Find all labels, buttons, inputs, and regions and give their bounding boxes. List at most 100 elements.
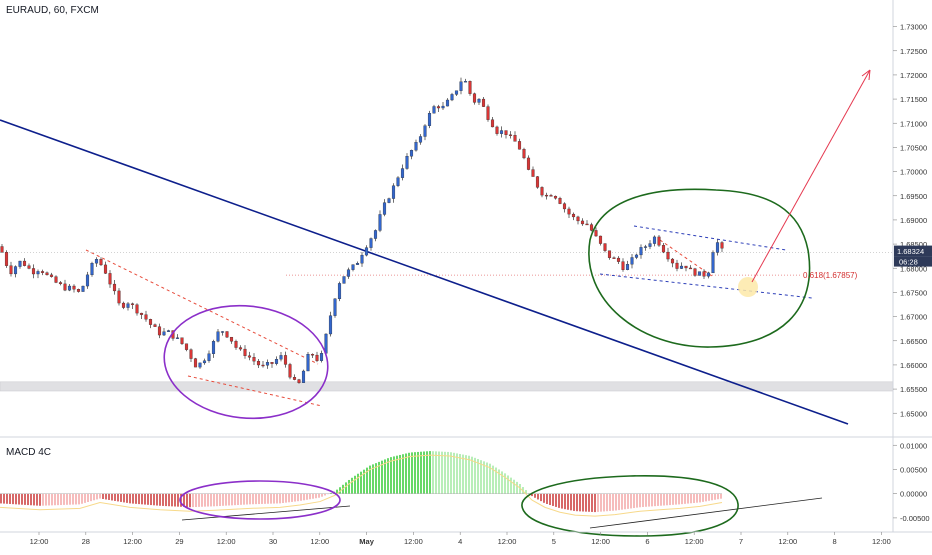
channel-inner-line <box>659 239 713 277</box>
target-highlight <box>738 277 758 297</box>
time-tick-label: 12:00 <box>404 537 423 546</box>
candle-body <box>211 341 216 354</box>
time-tick-label: 5 <box>552 537 556 546</box>
time-tick-label: 12:00 <box>498 537 517 546</box>
price-tick-label: 1.71500 <box>900 95 927 104</box>
candle-body <box>643 246 648 248</box>
macd-signal-line <box>0 454 723 517</box>
candle-body <box>450 94 454 101</box>
candle-body <box>567 208 571 215</box>
candle-body <box>162 331 166 336</box>
fib-label: 0.618(1.67857) <box>803 271 858 280</box>
price-tick-label: 1.72000 <box>900 71 927 80</box>
time-tick-label: 12:00 <box>310 537 329 546</box>
candle-body <box>247 355 252 358</box>
candle-body <box>13 266 18 275</box>
time-tick-label: 12:00 <box>685 537 704 546</box>
candle-body <box>594 230 598 237</box>
candle-body <box>4 252 9 266</box>
candle-body <box>432 106 436 114</box>
purple-ellipse-price <box>163 304 329 420</box>
price-tick-label: 1.70500 <box>900 143 927 152</box>
candle-body <box>85 274 90 287</box>
candle-body <box>711 252 715 274</box>
candle-body <box>279 355 283 360</box>
candle-body <box>657 236 661 246</box>
candle-body <box>639 247 643 256</box>
price-tick-label: 1.67500 <box>900 288 927 297</box>
candle-body <box>576 216 580 222</box>
candle-body <box>153 324 157 327</box>
candle-body <box>67 285 72 291</box>
candle-body <box>310 354 315 356</box>
candle-body <box>648 243 652 247</box>
candle-body <box>243 348 247 356</box>
candle-body <box>315 354 319 361</box>
candle-body <box>166 330 171 332</box>
candle-body <box>706 272 711 277</box>
candle-body <box>238 347 243 350</box>
candle-body <box>517 141 522 150</box>
macd-tick-label: -0.00500 <box>900 514 930 523</box>
candle-body <box>544 194 549 197</box>
candle-body <box>139 312 144 315</box>
candle-body <box>661 245 666 253</box>
candle-body <box>216 331 220 342</box>
wedge-upper-line <box>85 249 319 365</box>
candle-body <box>54 276 58 283</box>
candle-body <box>513 135 517 142</box>
countdown-box <box>894 256 932 267</box>
candle-body <box>621 261 625 270</box>
candle-body <box>495 126 499 134</box>
price-tick-label: 1.72500 <box>900 47 927 56</box>
macd-histogram <box>0 451 723 517</box>
candle-body <box>396 177 400 186</box>
candle-body <box>499 130 504 134</box>
projection-arrow-head <box>861 69 871 81</box>
candle-body <box>504 130 508 135</box>
candle-body <box>328 315 333 335</box>
candle-body <box>684 265 688 269</box>
price-tick-label: 1.66000 <box>900 361 927 370</box>
macd-tick-label: 0.01000 <box>900 441 927 450</box>
time-tick-label: 29 <box>175 537 183 546</box>
candle-body <box>90 263 94 276</box>
wedge-lower-line <box>187 375 323 407</box>
candle-body <box>441 105 445 109</box>
candle-body <box>265 362 270 366</box>
candle-body <box>351 264 355 270</box>
candle-body <box>148 319 153 325</box>
candle-body <box>207 353 211 361</box>
candle-body <box>562 203 567 210</box>
candle-body <box>540 187 544 196</box>
candle-body <box>270 362 274 364</box>
candle-body <box>580 220 585 225</box>
candle-body <box>436 106 441 109</box>
candle-body <box>202 360 207 364</box>
candle-body <box>261 364 265 367</box>
candle-body <box>301 370 306 383</box>
candle-body <box>58 282 63 285</box>
candle-body <box>157 326 162 336</box>
candle-body <box>414 142 418 151</box>
time-tick-label: 12:00 <box>123 537 142 546</box>
candle-body <box>220 331 225 333</box>
candle-body <box>27 265 31 269</box>
candle-body <box>427 113 432 126</box>
time-tick-label: 12:00 <box>30 537 49 546</box>
time-tick-label: 12:00 <box>217 537 236 546</box>
candle-body <box>45 272 49 276</box>
candle-body <box>112 283 117 292</box>
candle-body <box>342 276 346 284</box>
candle-body <box>121 302 126 308</box>
candle-body <box>175 337 180 339</box>
main-trendline <box>0 119 849 425</box>
green-circle-macd <box>521 474 739 537</box>
candle-body <box>553 195 558 199</box>
candle-body <box>508 134 513 136</box>
candle-body <box>409 149 414 157</box>
candle-body <box>229 336 234 342</box>
candle-body <box>405 156 409 169</box>
